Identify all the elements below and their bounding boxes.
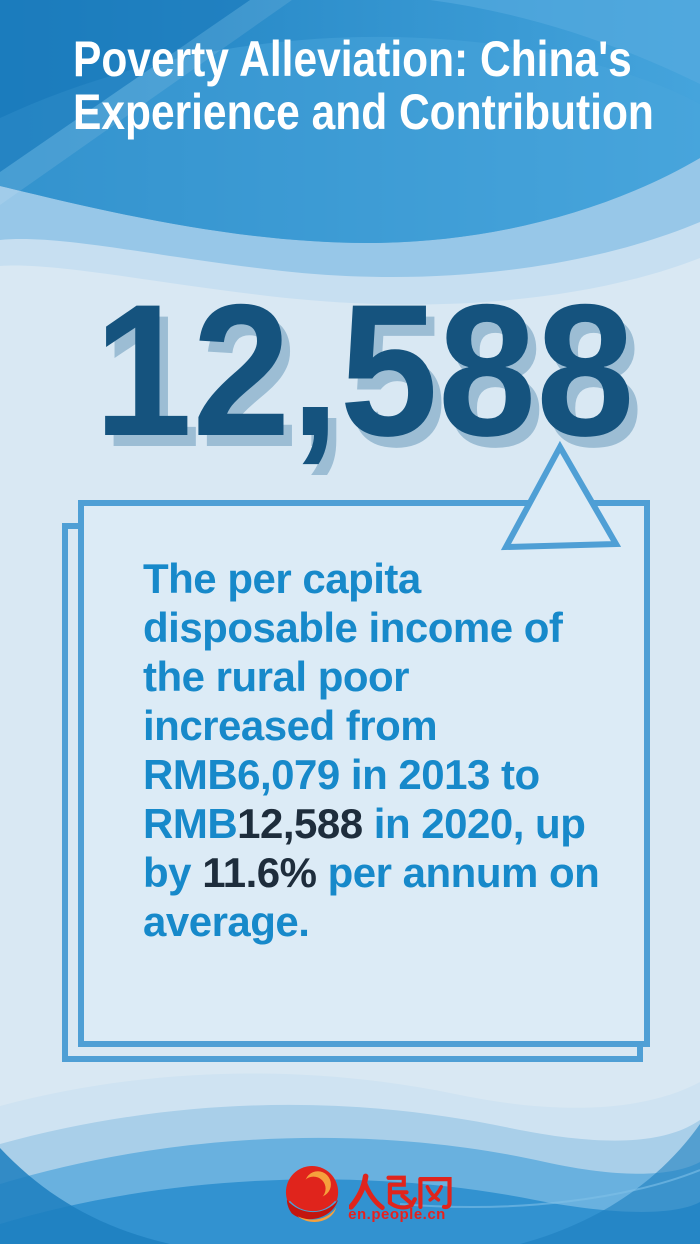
text-segment: increased from xyxy=(143,702,438,749)
text-segment: the rural poor xyxy=(143,653,410,700)
text-segment: per annum on xyxy=(316,849,600,896)
card-text-line: the rural poor xyxy=(143,652,635,701)
text-segment: by xyxy=(143,849,203,896)
emphasized-value: 12,588 xyxy=(237,800,363,847)
card-text-line: average. xyxy=(143,897,635,946)
header-dark-wedge xyxy=(0,0,250,172)
bottom-wave-4 xyxy=(0,1179,700,1244)
header-light-streak xyxy=(0,0,292,205)
header-highlight-arc xyxy=(0,36,700,243)
card-text-line: RMB6,079 in 2013 to xyxy=(143,750,635,799)
bottom-dark-right-wedge xyxy=(520,1124,700,1244)
text-segment: disposable income of xyxy=(143,604,563,651)
text-segment: in 2020, up xyxy=(362,800,586,847)
card-text-line: The per capita xyxy=(143,554,635,603)
text-segment: RMB xyxy=(143,800,238,847)
bottom-dark-left-wedge xyxy=(0,1148,170,1244)
text-segment: The per capita xyxy=(143,555,421,602)
text-segment: average. xyxy=(143,898,310,945)
site-url-link[interactable]: en.people.cn xyxy=(348,1206,446,1223)
card-text: The per capita disposable income of the ru… xyxy=(143,554,635,946)
card-text-line: by 11.6% per annum on xyxy=(143,848,635,897)
card-text-line: RMB12,588 in 2020, up xyxy=(143,799,635,848)
card-text-line: increased from xyxy=(143,701,635,750)
headline-number: 12,588 xyxy=(94,265,635,475)
people-daily-swirl-icon xyxy=(285,1165,339,1222)
page-title: Poverty Alleviation: China's Experience … xyxy=(73,33,654,139)
header-right-band xyxy=(430,0,700,84)
card-text-line: disposable income of xyxy=(143,603,635,652)
statistic-card xyxy=(78,500,650,1047)
emphasized-value: 11.6% xyxy=(202,849,317,896)
site-name-wordmark xyxy=(349,1173,452,1210)
title-line-1: Poverty Alleviation: China's xyxy=(73,31,632,87)
callout-triangle-pointer xyxy=(500,441,622,551)
text-segment: RMB6,079 in 2013 to xyxy=(143,751,540,798)
title-line-2: Experience and Contribution xyxy=(73,84,654,140)
